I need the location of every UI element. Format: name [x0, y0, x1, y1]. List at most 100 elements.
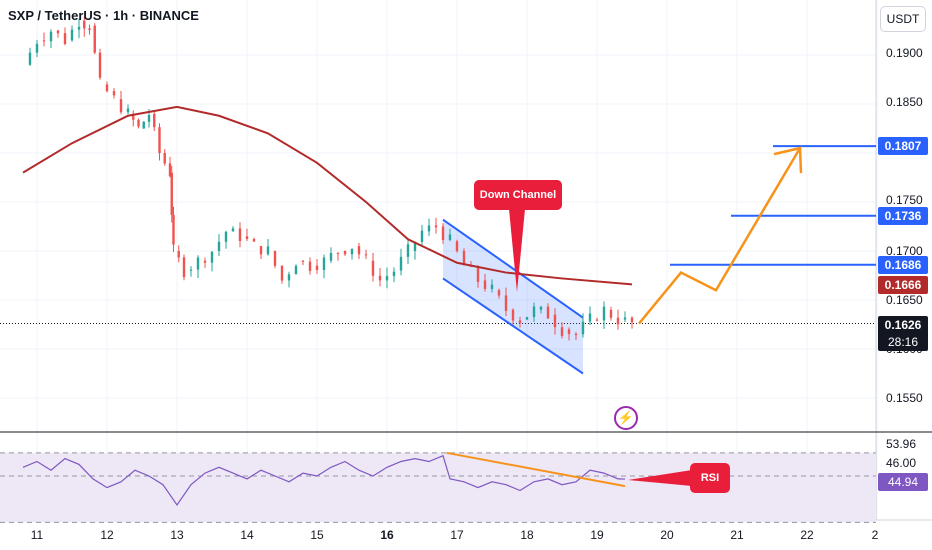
candle-body	[93, 25, 96, 53]
x-tick: 21	[730, 528, 744, 542]
countdown-label: 28:16	[878, 333, 928, 351]
candle-body	[287, 274, 291, 281]
candle-body	[294, 265, 298, 275]
candle-body	[518, 320, 522, 324]
candle-body	[158, 127, 161, 154]
candle-body	[357, 246, 361, 255]
candle-body	[49, 31, 53, 42]
candle-body	[137, 119, 140, 127]
candle-body	[371, 260, 375, 276]
candle-body	[280, 265, 284, 281]
x-tick: 17	[450, 528, 464, 542]
level-label-1686: 0.1686	[878, 256, 928, 274]
candle-body	[392, 271, 396, 277]
candle-body	[504, 295, 508, 311]
candle-body	[170, 172, 173, 215]
rsi-tick: 53.96	[886, 437, 917, 451]
candle-body	[88, 28, 91, 30]
rsi-current-label: 44.94	[878, 473, 928, 491]
down-channel-pointer	[509, 209, 525, 292]
candle-body	[602, 306, 606, 321]
price-tick: 0.1650	[886, 293, 923, 307]
candle-body	[588, 313, 592, 322]
candle-body	[427, 225, 431, 232]
candle-body	[70, 29, 74, 41]
candle-body	[322, 257, 326, 270]
candle-body	[172, 214, 175, 245]
candle-body	[560, 327, 564, 336]
channel-lower-line	[442, 277, 584, 375]
candle-body	[623, 317, 627, 320]
candle-body	[231, 228, 235, 232]
candle-body	[83, 20, 86, 29]
candle-body	[539, 306, 543, 310]
price-tick: 0.1700	[886, 244, 923, 258]
candle-body	[163, 153, 166, 164]
candle-body	[203, 260, 207, 263]
candle-body	[553, 314, 557, 328]
moving-average-line	[22, 105, 633, 286]
currency-button[interactable]: USDT	[880, 6, 926, 32]
candle-body	[546, 306, 550, 319]
candle-body	[98, 52, 102, 78]
candle-body	[497, 290, 501, 296]
candle-body	[273, 251, 277, 266]
candle-body	[153, 113, 156, 128]
candle-body	[364, 254, 368, 256]
candle-body	[609, 309, 613, 318]
candle-body	[42, 40, 46, 42]
candle-body	[168, 163, 172, 177]
candle-body	[420, 230, 424, 243]
projection-path	[638, 147, 802, 325]
x-tick: 18	[520, 528, 534, 542]
price-tick: 0.1850	[886, 95, 923, 109]
x-tick: 22	[800, 528, 814, 542]
candle-body	[399, 256, 403, 271]
candle-body	[177, 251, 180, 258]
candle-body	[132, 113, 135, 120]
candle-body	[259, 246, 263, 255]
candle-body	[329, 252, 333, 261]
candle-body	[142, 121, 145, 129]
candle-body	[315, 265, 319, 270]
candle-body	[595, 319, 599, 321]
candle-body	[511, 309, 515, 321]
candle-body	[147, 115, 151, 122]
x-tick: 16	[380, 528, 394, 542]
price-tick: 0.1900	[886, 46, 923, 60]
candle-body	[112, 91, 116, 96]
x-tick: 2	[871, 528, 879, 542]
candle-body	[567, 329, 571, 334]
candle-body	[56, 30, 60, 34]
x-tick: 20	[660, 528, 674, 542]
x-tick: 15	[310, 528, 324, 542]
down-channel-label: Down Channel	[474, 180, 562, 210]
candle-body	[336, 252, 340, 254]
candle-body	[406, 244, 410, 257]
candle-body	[63, 33, 67, 44]
candle-body	[196, 257, 200, 270]
candle-body	[441, 226, 445, 241]
level-label-1807: 0.1807	[878, 137, 928, 155]
projection-arrowhead	[773, 146, 803, 174]
candle-body	[217, 241, 221, 251]
price-tick: 0.1750	[886, 193, 923, 207]
candle-body	[119, 99, 123, 113]
candle-body	[574, 333, 578, 335]
candle-body	[224, 231, 228, 242]
candle-body	[630, 317, 634, 323]
candle-body	[210, 251, 214, 263]
candle-body	[182, 257, 186, 278]
rsi-line	[22, 454, 626, 507]
x-tick: 11	[30, 528, 44, 542]
candle-body	[581, 321, 585, 335]
candle-body	[448, 234, 452, 241]
channel-upper-line	[442, 218, 584, 319]
channel-fill	[443, 219, 583, 374]
candle-body	[413, 242, 417, 251]
lightning-icon[interactable]: ⚡	[614, 406, 638, 430]
candle-body	[35, 43, 39, 53]
x-tick: 19	[590, 528, 604, 542]
